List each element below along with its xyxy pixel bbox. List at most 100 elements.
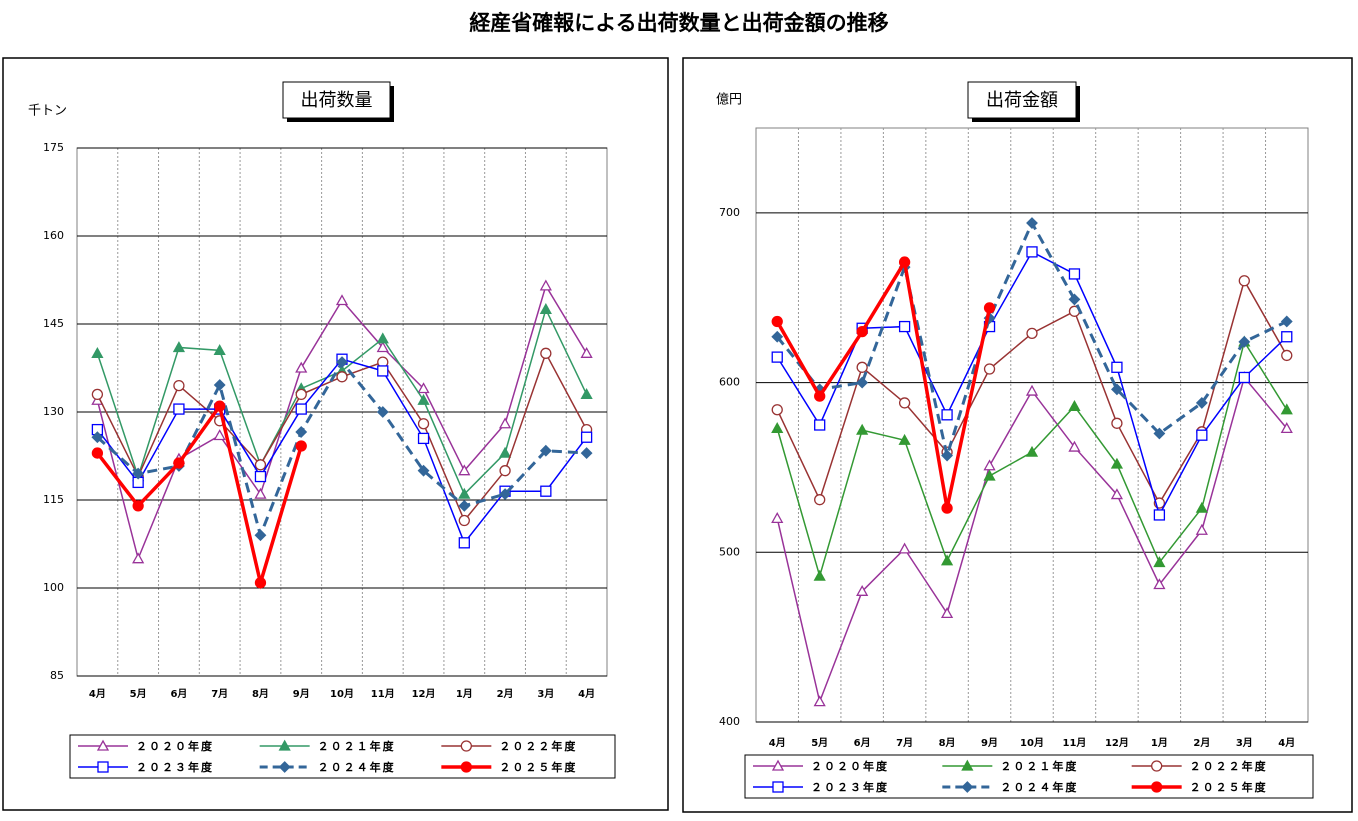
marker [213, 429, 226, 441]
legend-label: ２０２４年度 [1000, 780, 1078, 794]
marker [254, 470, 267, 483]
marker [1025, 445, 1039, 457]
legend-marker [772, 781, 784, 793]
chart-panel: 400 500 600 700 4月 5月 6月 7月 8月 9月 10月 11月 12月 1月 2月 3月 4… [682, 57, 1353, 813]
marker [580, 346, 593, 358]
marker [295, 388, 307, 401]
x-tick-label: 3月 [537, 688, 554, 700]
legend-label: ２０２０年度 [811, 759, 889, 773]
marker [417, 432, 430, 445]
marker [1111, 417, 1123, 429]
legend-label: ２０２５年度 [1190, 780, 1268, 794]
marker [539, 279, 552, 291]
marker [498, 446, 512, 458]
legend-marker [460, 761, 472, 773]
marker [539, 302, 552, 314]
legend-label: ２０２１年度 [1000, 759, 1078, 773]
marker [458, 487, 471, 499]
y-tick-label: 500 [719, 545, 740, 558]
marker [254, 459, 267, 471]
marker [580, 447, 593, 459]
marker [417, 382, 430, 394]
marker [771, 330, 784, 343]
marker [898, 397, 911, 409]
legend-label: ２０２０年度 [136, 739, 214, 753]
marker [1195, 523, 1208, 535]
x-tick-label: 11月 [371, 688, 395, 700]
x-tick-label: 4月 [769, 737, 786, 749]
legend-label: ２０２３年度 [811, 780, 889, 794]
y-tick-label: 145 [43, 317, 64, 330]
marker [898, 433, 911, 445]
marker [898, 542, 911, 554]
marker [771, 315, 783, 328]
marker [814, 419, 826, 431]
marker [771, 422, 784, 434]
marker [172, 341, 186, 353]
marker [1281, 349, 1293, 362]
marker [91, 346, 104, 358]
y-tick-label: 700 [719, 206, 740, 219]
marker [941, 449, 953, 462]
marker [1238, 275, 1250, 287]
x-tick-label: 11月 [1063, 737, 1087, 749]
marker [335, 294, 349, 306]
marker [91, 388, 104, 401]
marker [1025, 384, 1039, 396]
chart-title: 出荷金額 [986, 90, 1058, 111]
marker [295, 361, 308, 373]
legend-marker [96, 739, 110, 751]
x-tick-label: 8月 [939, 737, 956, 749]
marker [771, 351, 783, 363]
x-tick-label: 7月 [896, 737, 913, 749]
marker [1026, 327, 1038, 340]
marker [941, 409, 953, 421]
marker [1238, 335, 1251, 348]
x-tick-label: 10月 [1020, 737, 1044, 749]
x-tick-label: 1月 [456, 688, 473, 700]
marker [336, 371, 348, 383]
marker [1153, 509, 1166, 521]
marker [377, 365, 389, 377]
marker [254, 577, 267, 589]
marker [1238, 371, 1250, 384]
marker [1026, 246, 1038, 258]
legend-label: ２０２１年度 [318, 739, 396, 753]
x-tick-label: 7月 [211, 688, 228, 700]
marker [1111, 361, 1123, 373]
marker [91, 447, 104, 459]
x-tick-label: 9月 [981, 737, 998, 749]
marker [540, 347, 552, 359]
marker [1068, 293, 1081, 306]
title-box [967, 81, 1077, 119]
title-box [282, 81, 391, 119]
marker [132, 552, 145, 564]
legend-marker [961, 781, 974, 793]
y-tick-label: 600 [719, 376, 740, 389]
marker [1153, 556, 1166, 568]
legend-marker [278, 739, 291, 751]
marker [983, 302, 996, 314]
x-tick-label: 4月 [89, 688, 106, 700]
marker [173, 379, 185, 392]
marker [132, 467, 145, 480]
x-tick-label: 6月 [170, 688, 187, 700]
marker [417, 464, 430, 477]
legend-marker [97, 761, 109, 773]
marker [898, 256, 911, 268]
marker [295, 403, 307, 415]
y-tick-label: 115 [43, 493, 64, 506]
marker [458, 499, 471, 512]
marker [132, 500, 144, 512]
marker [295, 440, 307, 452]
marker [417, 393, 430, 405]
marker [254, 487, 267, 499]
page-title: 経産省確報による出荷数量と出荷金額の推移 [469, 11, 888, 35]
legend-marker [961, 759, 974, 771]
legend-label: ２０２２年度 [1190, 759, 1268, 773]
y-axis-label: 億円 [716, 92, 742, 108]
marker [771, 404, 783, 416]
y-tick-label: 175 [43, 141, 64, 154]
marker [1068, 268, 1081, 280]
